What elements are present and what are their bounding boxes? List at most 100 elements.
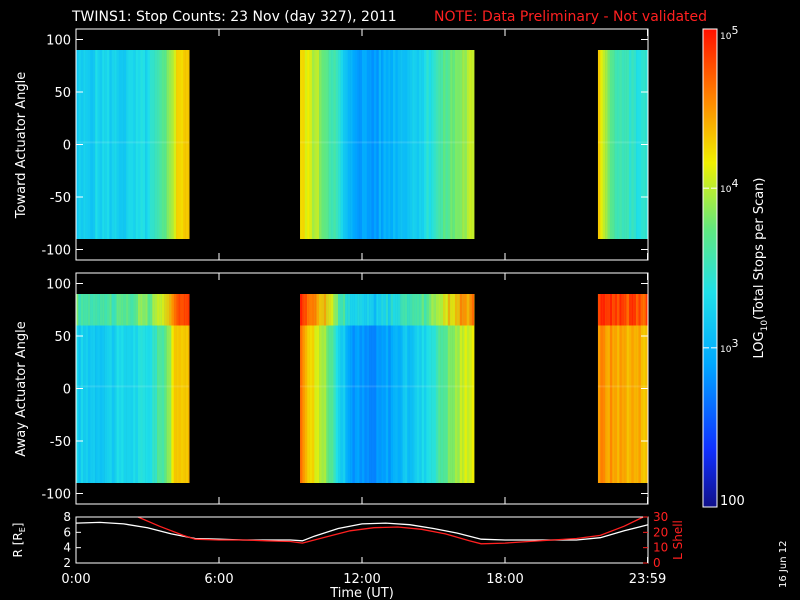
heatmap-column bbox=[443, 50, 446, 239]
heatmap-column bbox=[97, 50, 101, 239]
radius-line bbox=[75, 521, 649, 542]
heatmap-column bbox=[376, 50, 379, 239]
heatmap-column bbox=[99, 50, 103, 239]
heatmap-column bbox=[161, 294, 165, 483]
zero-stripe bbox=[76, 141, 190, 144]
heatmap-column bbox=[130, 50, 134, 239]
heatmap-column bbox=[116, 294, 120, 483]
heatmap-column bbox=[600, 50, 604, 239]
heatmap-column bbox=[419, 50, 422, 239]
heatmap-column bbox=[350, 50, 353, 239]
heatmap-band bbox=[347, 294, 351, 326]
heatmap-column bbox=[609, 294, 613, 483]
heatmap-column bbox=[431, 294, 434, 483]
heatmap-column bbox=[459, 50, 463, 239]
heatmap-column bbox=[340, 50, 344, 239]
heatmap-band bbox=[614, 294, 618, 326]
heatmap-column bbox=[452, 50, 456, 239]
heatmap-band bbox=[90, 294, 93, 326]
heatmap-band bbox=[185, 294, 189, 326]
heatmap-column bbox=[154, 50, 158, 239]
heatmap-column bbox=[109, 50, 113, 239]
heatmap-band bbox=[619, 294, 623, 326]
heatmap-column bbox=[302, 50, 306, 239]
heatmap-column bbox=[149, 294, 153, 483]
heatmap-column bbox=[300, 294, 303, 483]
heatmap-column bbox=[85, 294, 89, 483]
heatmap-column bbox=[600, 294, 604, 483]
heatmap-column bbox=[121, 294, 124, 483]
heatmap-band bbox=[390, 294, 394, 326]
heatmap-band bbox=[640, 294, 644, 326]
heatmap-column bbox=[135, 50, 139, 239]
heatmap-band bbox=[78, 294, 82, 326]
heatmap-column bbox=[619, 50, 623, 239]
heatmap-band bbox=[135, 294, 139, 326]
heatmap-band bbox=[309, 294, 313, 326]
heatmap-column bbox=[185, 50, 189, 239]
heatmap-column bbox=[92, 50, 96, 239]
heatmap-column bbox=[624, 294, 627, 483]
heatmap-band bbox=[450, 294, 453, 326]
toward-heatmap bbox=[76, 29, 648, 260]
heatmap-band bbox=[354, 294, 358, 326]
heatmap-band bbox=[617, 294, 620, 326]
heatmap-column bbox=[621, 294, 625, 483]
radius-tick-label: 8 bbox=[63, 510, 71, 524]
heatmap-band bbox=[385, 294, 389, 326]
heatmap-column bbox=[440, 294, 444, 483]
heatmap-column bbox=[123, 294, 127, 483]
heatmap-column bbox=[147, 294, 151, 483]
heatmap-band bbox=[607, 294, 611, 326]
radius-y-label: R [RE] bbox=[11, 523, 27, 558]
data-interval-0 bbox=[76, 294, 190, 483]
heatmap-band bbox=[311, 294, 315, 326]
heatmap-column bbox=[469, 50, 472, 239]
heatmap-column bbox=[352, 50, 356, 239]
heatmap-column bbox=[316, 294, 320, 483]
heatmap-band bbox=[147, 294, 151, 326]
heatmap-column bbox=[638, 294, 642, 483]
heatmap-column bbox=[109, 294, 113, 483]
heatmap-column bbox=[378, 294, 382, 483]
heatmap-column bbox=[597, 50, 601, 239]
data-interval-2 bbox=[597, 50, 648, 239]
heatmap-column bbox=[128, 50, 132, 239]
heatmap-column bbox=[416, 50, 420, 239]
heatmap-column bbox=[145, 294, 148, 483]
heatmap-column bbox=[359, 50, 363, 239]
heatmap-column bbox=[157, 294, 160, 483]
heatmap-column bbox=[114, 50, 117, 239]
heatmap-column bbox=[104, 294, 108, 483]
heatmap-column bbox=[173, 294, 177, 483]
heatmap-column bbox=[171, 294, 175, 483]
heatmap-column bbox=[304, 294, 308, 483]
heatmap-band bbox=[154, 294, 158, 326]
heatmap-column bbox=[354, 294, 358, 483]
away-panel: 100 50 0 -50 -100 Away Actuator Angle bbox=[14, 272, 649, 505]
heatmap-column bbox=[319, 50, 322, 239]
heatmap-column bbox=[147, 50, 151, 239]
heatmap-band bbox=[645, 294, 648, 326]
heatmap-band bbox=[92, 294, 96, 326]
heatmap-column bbox=[617, 50, 620, 239]
heatmap-band bbox=[304, 294, 308, 326]
heatmap-band bbox=[95, 294, 98, 326]
heatmap-band bbox=[126, 294, 129, 326]
heatmap-column bbox=[373, 50, 377, 239]
heatmap-column bbox=[347, 50, 351, 239]
heatmap-band bbox=[140, 294, 144, 326]
heatmap-column bbox=[388, 294, 391, 483]
time-axis-label: Time (UT) bbox=[329, 586, 394, 600]
heatmap-column bbox=[166, 50, 170, 239]
heatmap-column bbox=[381, 294, 384, 483]
heatmap-band bbox=[421, 294, 425, 326]
heatmap-column bbox=[605, 50, 608, 239]
heatmap-band bbox=[395, 294, 399, 326]
heatmap-band bbox=[435, 294, 439, 326]
heatmap-column bbox=[135, 294, 139, 483]
radius-tick-label: 4 bbox=[63, 541, 71, 555]
heatmap-column bbox=[137, 294, 141, 483]
